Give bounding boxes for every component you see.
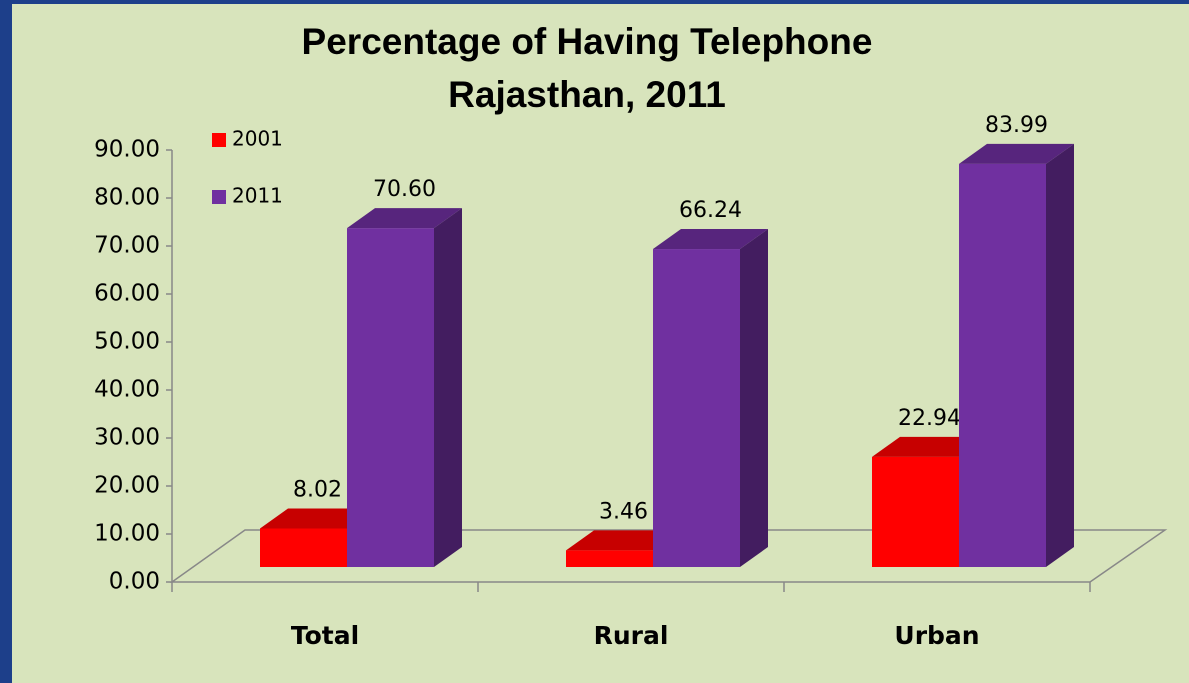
bar: [872, 456, 959, 567]
y-tick-label: 90.00: [94, 137, 160, 163]
bar-side: [434, 208, 462, 567]
y-tick-label: 70.00: [94, 233, 160, 259]
y-tick-label: 40.00: [94, 377, 160, 403]
bar-top: [959, 143, 1074, 164]
legend-swatch: [212, 190, 226, 204]
value-label: 8.02: [293, 478, 342, 503]
x-tick-label: Rural: [594, 621, 669, 650]
legend-label: 2001: [232, 127, 283, 151]
bar-top: [347, 208, 462, 229]
x-tick-label: Urban: [894, 621, 979, 650]
bar: [959, 163, 1046, 567]
bar: [653, 249, 740, 567]
chart-title: Percentage of Having Telephone: [302, 21, 873, 62]
y-tick-label: 0.00: [109, 569, 160, 595]
bar: [347, 228, 434, 567]
bar: [566, 550, 653, 567]
x-tick-label: Total: [291, 621, 359, 650]
chart-subtitle: Rajasthan, 2011: [448, 74, 726, 115]
legend-label: 2011: [232, 184, 283, 208]
bar-side: [740, 229, 768, 567]
value-label: 66.24: [679, 198, 742, 223]
value-label: 22.94: [898, 406, 961, 431]
value-label: 70.60: [373, 177, 436, 202]
bar-top: [653, 229, 768, 250]
bar: [260, 528, 347, 567]
value-label: 83.99: [985, 113, 1048, 138]
y-tick-label: 10.00: [94, 521, 160, 547]
y-tick-label: 80.00: [94, 185, 160, 211]
y-tick-label: 60.00: [94, 281, 160, 307]
value-label: 3.46: [599, 499, 648, 524]
y-tick-label: 20.00: [94, 473, 160, 499]
legend-swatch: [212, 133, 226, 147]
bar-side: [1046, 143, 1074, 567]
bar-top: [260, 508, 375, 529]
y-tick-label: 50.00: [94, 329, 160, 355]
bar-top: [566, 530, 681, 551]
bar-top: [872, 436, 987, 457]
y-tick-label: 30.00: [94, 425, 160, 451]
